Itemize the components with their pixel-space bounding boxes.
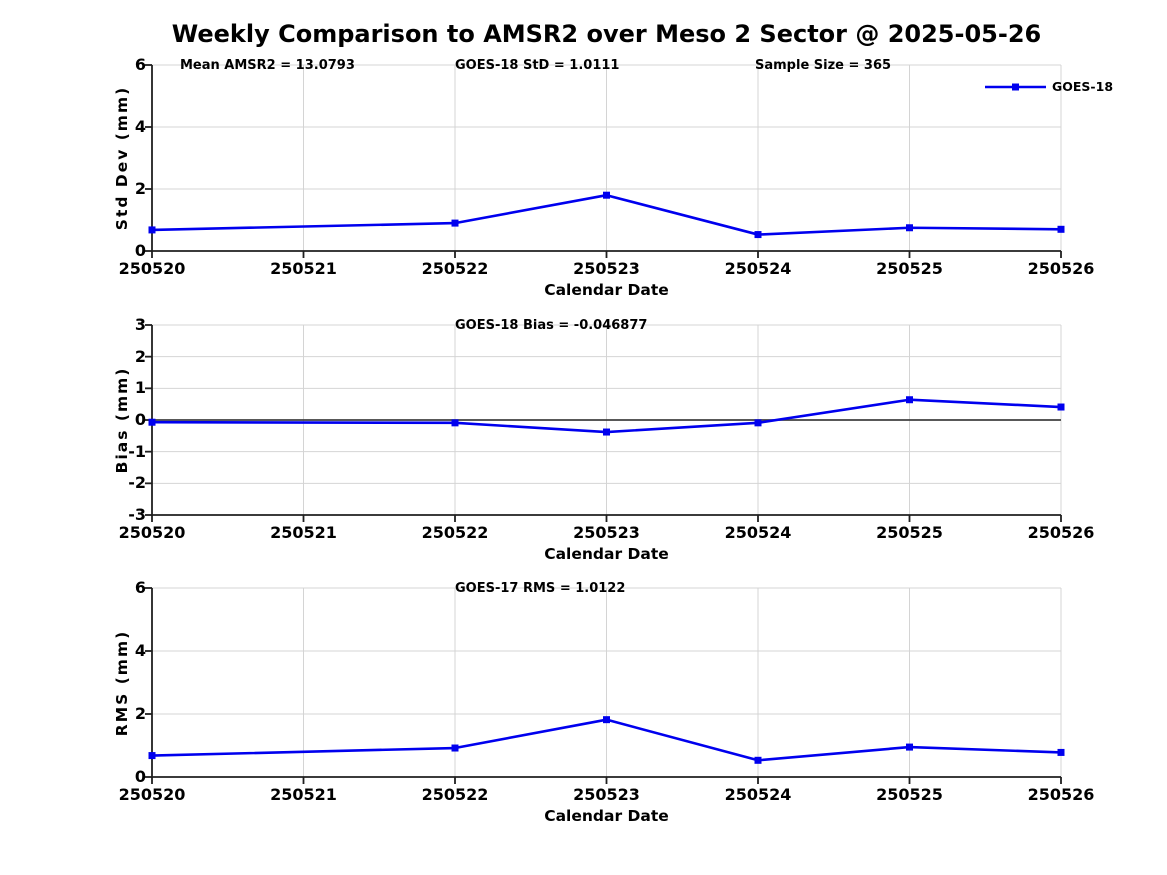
x-tick-label: 250522 — [421, 259, 489, 278]
x-tick-label: 250524 — [724, 785, 792, 804]
data-point-marker — [603, 428, 610, 436]
y-tick-label: 6 — [134, 578, 146, 597]
y-tick-label: -1 — [128, 441, 146, 461]
x-tick-label: 250522 — [421, 785, 489, 804]
data-point-marker — [754, 419, 762, 427]
data-point-marker — [1057, 748, 1065, 756]
x-axis-label: Calendar Date — [544, 281, 669, 299]
x-tick-label: 250520 — [118, 785, 186, 804]
x-tick-label: 250526 — [1027, 523, 1095, 542]
x-axis-label: Calendar Date — [544, 807, 669, 825]
x-tick-label: 250524 — [724, 259, 792, 278]
data-point-marker — [603, 716, 610, 724]
legend-label: GOES-18 — [1052, 79, 1114, 94]
data-point-marker — [451, 419, 459, 427]
data-point-marker — [148, 418, 156, 426]
y-axis-label: Bias (mm) — [113, 366, 131, 474]
annotation-text: GOES-18 StD = 1.0111 — [455, 58, 620, 73]
data-point-marker — [451, 219, 459, 227]
data-point-marker — [754, 756, 762, 764]
y-tick-label: 2 — [134, 704, 146, 723]
x-tick-label: 250523 — [573, 259, 640, 278]
annotation-text: GOES-18 Bias = -0.046877 — [455, 318, 648, 333]
y-tick-label: 4 — [134, 117, 146, 136]
series-line — [151, 193, 1062, 236]
series-line — [151, 718, 1062, 762]
data-point-marker — [451, 744, 459, 752]
x-tick-label: 250523 — [573, 523, 640, 542]
y-tick-label: 0 — [134, 767, 146, 786]
x-tick-label: 250525 — [876, 523, 943, 542]
x-tick-label: 250525 — [876, 259, 943, 278]
annotation-text: Mean AMSR2 = 13.0793 — [180, 58, 355, 73]
data-point-marker — [148, 226, 156, 234]
y-tick-label: 1 — [134, 378, 146, 398]
data-point-marker — [906, 743, 913, 751]
y-tick-label: -3 — [128, 505, 146, 524]
x-tick-label: 250526 — [1027, 785, 1095, 804]
data-point-marker — [906, 396, 913, 404]
x-tick-label: 250526 — [1027, 259, 1095, 278]
x-tick-label: 250521 — [270, 523, 337, 542]
x-tick-label: 250524 — [724, 523, 792, 542]
data-point-marker — [1057, 225, 1065, 233]
y-tick-label: 4 — [134, 641, 146, 660]
y-tick-label: 3 — [134, 315, 146, 334]
y-tick-label: 2 — [134, 179, 146, 198]
x-tick-label: 250523 — [573, 785, 640, 804]
legend-marker — [1012, 83, 1019, 91]
annotation-text: GOES-17 RMS = 1.0122 — [455, 581, 626, 596]
y-axis-label: RMS (mm) — [113, 629, 131, 736]
data-point-marker — [906, 224, 913, 232]
figure-title: Weekly Comparison to AMSR2 over Meso 2 S… — [171, 20, 1042, 48]
y-axis-label: Std Dev (mm) — [113, 85, 131, 231]
y-tick-label: -2 — [128, 473, 146, 493]
x-tick-label: 250520 — [118, 523, 186, 542]
data-point-marker — [1057, 403, 1065, 411]
x-tick-label: 250525 — [876, 785, 943, 804]
y-tick-label: 0 — [134, 241, 146, 260]
data-point-marker — [148, 752, 156, 760]
y-tick-label: 6 — [134, 55, 146, 74]
annotation-text: Sample Size = 365 — [755, 58, 892, 73]
series-line — [151, 398, 1062, 434]
x-tick-label: 250520 — [118, 259, 186, 278]
y-tick-label: 2 — [134, 346, 146, 366]
y-tick-label: 0 — [134, 410, 146, 429]
x-axis-label: Calendar Date — [544, 545, 669, 563]
x-tick-label: 250522 — [421, 523, 489, 542]
x-tick-label: 250521 — [270, 259, 337, 278]
data-point-marker — [603, 191, 610, 199]
x-tick-label: 250521 — [270, 785, 337, 804]
data-point-marker — [754, 231, 762, 239]
